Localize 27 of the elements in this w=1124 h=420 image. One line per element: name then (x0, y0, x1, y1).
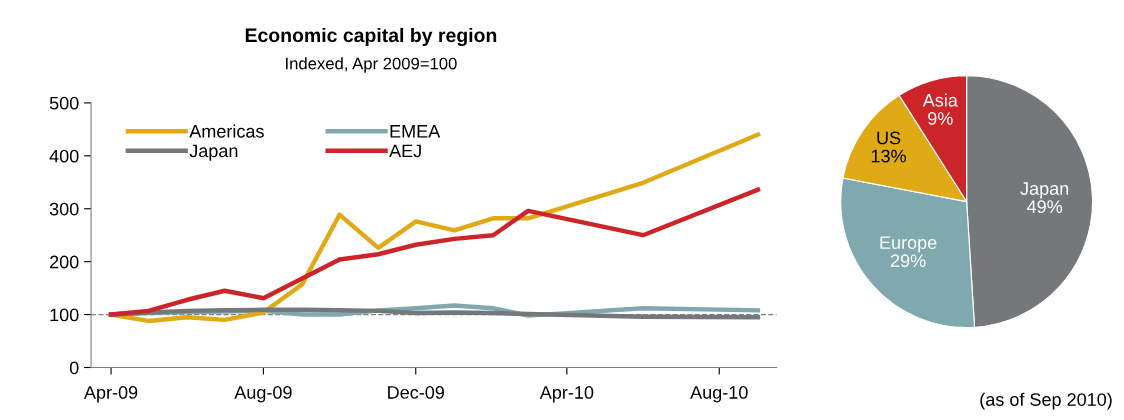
legend-label: Americas (189, 124, 264, 138)
data-label: 9% (928, 112, 953, 125)
data-label: 29% (890, 254, 926, 268)
legend-label: Japan (189, 144, 238, 161)
line-series (108, 187, 761, 317)
data-label: 49% (1027, 200, 1063, 214)
x-tick-label: Apr-09 (83, 386, 138, 403)
slice-label: Japan (1020, 182, 1069, 199)
chart-subtitle: Indexed, Apr 2009=100 (286, 57, 457, 73)
text: (as of Sep 2010) (980, 392, 1112, 410)
y-tick-label: 400 (49, 149, 79, 163)
y-tick-label: 100 (50, 308, 79, 322)
slice-label: US (877, 131, 901, 145)
x-tick-label: Aug-10 (690, 386, 748, 403)
x-tick-label: Apr-10 (539, 386, 594, 403)
data-label: 13% (871, 149, 906, 163)
y-tick-label: 300 (49, 202, 79, 216)
y-tick-label: 0 (69, 361, 79, 375)
x-tick-label: Aug-09 (234, 386, 292, 403)
x-tick-label: Dec-09 (388, 386, 444, 399)
y-tick-label: 200 (50, 255, 79, 269)
legend-label: EMEA (390, 125, 441, 138)
y-tick-label: 500 (49, 96, 79, 110)
legend-label: AEJ (389, 144, 421, 158)
slice-label: Europe (880, 236, 937, 253)
slice-label: Asia (922, 93, 958, 107)
chart-title: Economic capital by region (245, 27, 497, 47)
